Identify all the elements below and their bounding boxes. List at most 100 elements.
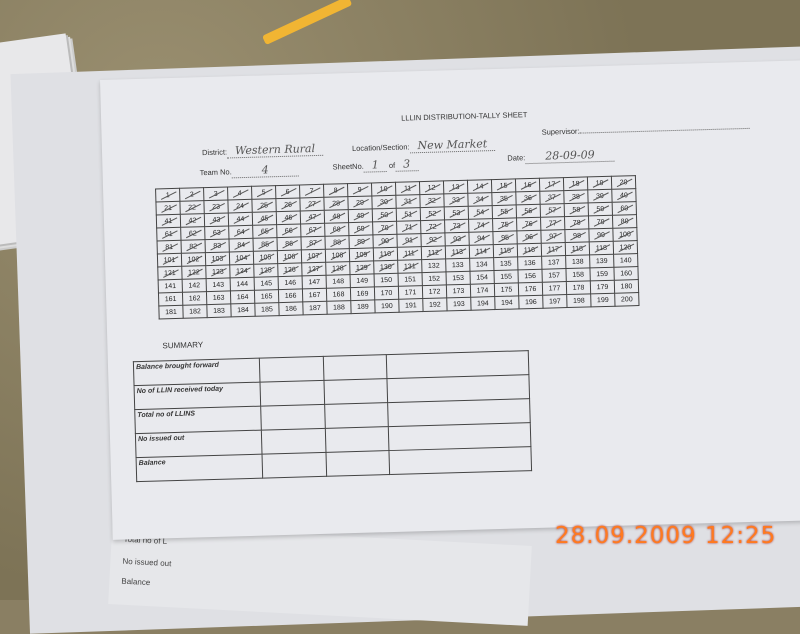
tally-cell: 80 <box>612 214 637 229</box>
tally-cell: 45 <box>252 211 277 226</box>
tally-cell: 163 <box>206 290 231 305</box>
tally-cell: 20 <box>611 175 636 190</box>
tally-cell: 113 <box>445 245 470 259</box>
tally-cell: 38 <box>563 189 589 204</box>
tally-cell: 166 <box>278 288 303 303</box>
tally-cell: 13 <box>443 180 468 194</box>
tally-cell: 47 <box>300 210 325 224</box>
tally-cell: 187 <box>302 301 328 315</box>
tally-cell: 193 <box>446 297 472 311</box>
tally-cell: 48 <box>324 209 349 224</box>
tally-cell: 192 <box>422 297 448 312</box>
tally-cell: 50 <box>372 208 397 222</box>
tally-cell: 198 <box>566 293 592 308</box>
district-field: District: Western Rural <box>202 141 324 159</box>
tally-cell: 194 <box>470 296 496 311</box>
sheet-label: SheetNo. <box>332 161 364 172</box>
tally-cell: 199 <box>590 293 616 307</box>
tally-cell: 153 <box>445 271 471 285</box>
tally-cell: 183 <box>206 303 232 318</box>
under-row: Balance <box>121 576 151 588</box>
tally-cell: 141 <box>158 279 183 293</box>
tally-cell: 70 <box>372 221 397 235</box>
tally-cell: 108 <box>325 248 350 263</box>
summary-cell <box>260 380 325 407</box>
tally-cell: 19 <box>587 176 612 190</box>
tally-sheet: LLLIN DISTRIBUTION-TALLY SHEET District:… <box>100 58 800 540</box>
tally-cell: 99 <box>588 228 614 242</box>
tally-cell: 118 <box>565 241 590 256</box>
team-field: Team No. 4 <box>199 162 299 179</box>
tally-cell: 9 <box>347 182 372 197</box>
tally-cell: 21 <box>155 201 181 215</box>
tally-cell: 149 <box>350 273 375 288</box>
tally-cell: 133 <box>445 258 470 272</box>
tally-cell: 179 <box>590 280 615 294</box>
tally-cell: 56 <box>516 204 541 218</box>
tally-cell: 76 <box>516 217 541 231</box>
tally-cell: 73 <box>444 219 469 233</box>
tally-cell: 165 <box>254 289 279 304</box>
tally-cell: 152 <box>422 271 447 286</box>
tally-cell: 34 <box>467 192 493 207</box>
tally-cell: 11 <box>395 181 420 196</box>
tally-cell: 190 <box>374 299 400 313</box>
tally-cell: 157 <box>541 268 567 283</box>
summary-cell <box>261 404 325 431</box>
tally-cell: 78 <box>564 215 589 230</box>
tally-cell: 4 <box>227 186 252 200</box>
date-field: Date: 28-09-09 <box>507 147 615 165</box>
tally-cell: 5 <box>251 185 276 200</box>
tally-cell: 146 <box>278 275 303 290</box>
summary-heading: SUMMARY <box>162 340 204 351</box>
tally-cell: 18 <box>563 176 588 191</box>
tally-cell: 33 <box>443 193 469 207</box>
tally-cell: 111 <box>397 246 422 261</box>
tally-cell: 126 <box>277 262 303 277</box>
date-value: 28-09-09 <box>525 147 615 165</box>
tally-cell: 127 <box>301 262 327 276</box>
photo-timestamp: 28.09.2009 12:25 <box>555 523 777 549</box>
tally-cell: 129 <box>349 260 375 275</box>
tally-cell: 49 <box>348 208 373 223</box>
location-label: Location/Section: <box>351 142 410 153</box>
tally-grid: 1 2 3 4 5 6 7 8 9 10 11 12 13 14 15 16 17 18 19 20 21 22 23 24 2… <box>155 175 640 319</box>
sheet-title: LLLIN DISTRIBUTION-TALLY SHEET <box>401 110 528 123</box>
tally-cell: 140 <box>613 253 638 268</box>
team-label: Team No. <box>199 167 232 178</box>
tally-cell: 96 <box>516 230 542 244</box>
tally-cell: 161 <box>158 292 183 306</box>
tally-cell: 75 <box>492 217 517 232</box>
tally-cell: 155 <box>493 269 519 284</box>
tally-cell: 1 <box>155 188 180 202</box>
tally-cell: 88 <box>324 235 350 250</box>
tally-cell: 150 <box>374 273 399 287</box>
tally-cell: 30 <box>371 195 397 209</box>
tally-cell: 145 <box>254 276 279 291</box>
tally-cell: 91 <box>396 233 422 248</box>
tally-cell: 10 <box>371 182 396 196</box>
tally-cell: 35 <box>491 191 517 206</box>
tally-cell: 148 <box>326 274 351 289</box>
tally-cell: 134 <box>469 257 494 272</box>
tally-cell: 84 <box>228 238 254 252</box>
tally-cell: 36 <box>515 191 541 205</box>
tally-cell: 112 <box>421 245 446 260</box>
tally-cell: 136 <box>517 256 542 270</box>
tally-cell: 184 <box>230 303 256 317</box>
summary-row-label: Balance brought forward <box>133 358 261 386</box>
tally-cell: 16 <box>515 178 540 192</box>
tally-cell: 41 <box>156 214 181 228</box>
tally-cell: 69 <box>348 221 373 236</box>
tally-cell: 55 <box>492 204 517 219</box>
tally-cell: 40 <box>611 188 637 203</box>
tally-cell: 117 <box>541 242 566 257</box>
tally-cell: 174 <box>470 283 495 298</box>
summary-row-label: Balance <box>136 454 264 482</box>
tally-cell: 79 <box>588 215 613 229</box>
tally-cell: 194 <box>494 295 520 310</box>
summary-cell <box>323 378 388 405</box>
tally-cell: 130 <box>373 260 399 274</box>
tally-cell: 65 <box>252 224 277 239</box>
tally-cell: 114 <box>469 244 494 259</box>
